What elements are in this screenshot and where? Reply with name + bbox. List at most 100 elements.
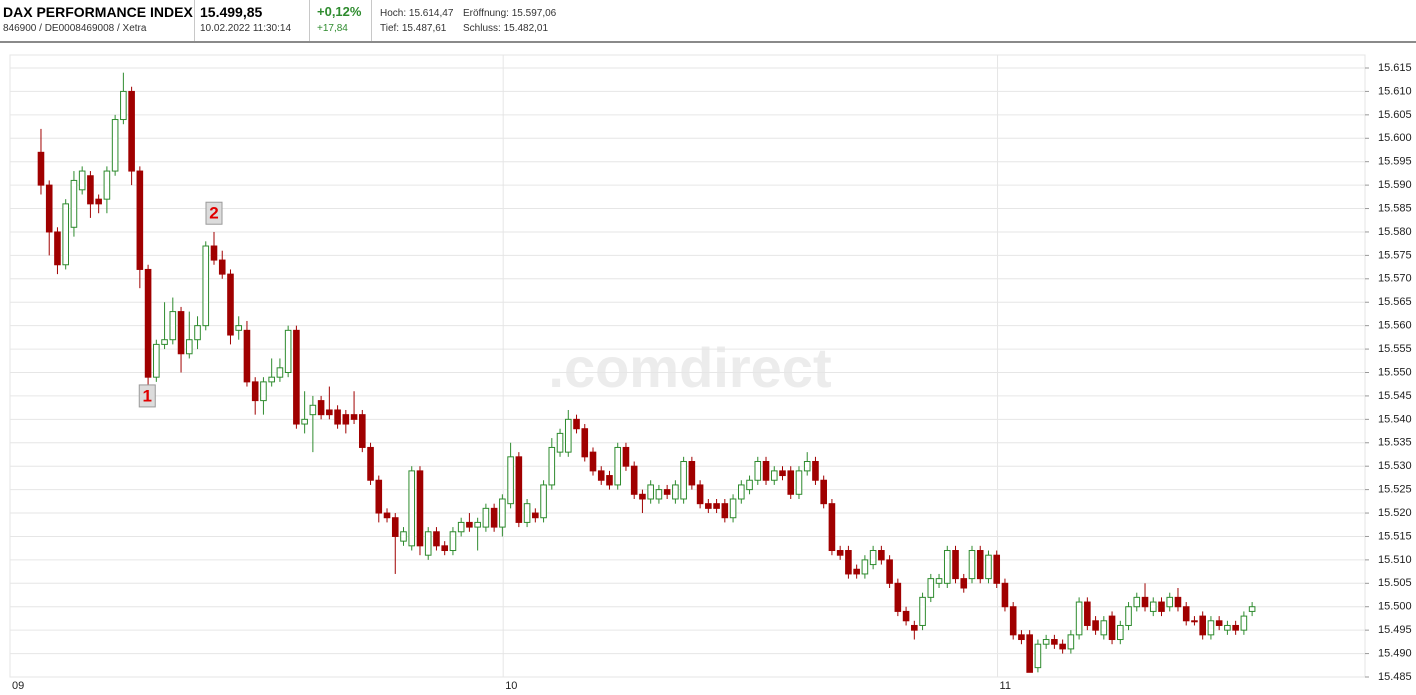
y-tick-label: 15.615 bbox=[1378, 62, 1412, 74]
candle-body bbox=[556, 432, 564, 453]
candle-body bbox=[729, 498, 737, 519]
y-tick-label: 15.565 bbox=[1378, 296, 1412, 308]
candle-body bbox=[787, 470, 795, 495]
candle-body bbox=[103, 170, 111, 200]
y-tick-label: 15.505 bbox=[1378, 577, 1412, 589]
candle-body bbox=[383, 512, 391, 519]
candle-body bbox=[672, 484, 679, 500]
candle-body bbox=[960, 578, 968, 589]
candle-body bbox=[227, 273, 234, 336]
candle-body bbox=[1191, 620, 1198, 623]
annotation-box bbox=[205, 201, 223, 225]
candle-body bbox=[70, 179, 78, 228]
candle-body bbox=[400, 531, 407, 542]
candle-body bbox=[622, 446, 630, 467]
annotation-label: 1 bbox=[143, 386, 152, 405]
candle-body bbox=[441, 545, 448, 552]
candle-body bbox=[573, 418, 580, 430]
candle-body bbox=[1232, 624, 1239, 631]
candle-body bbox=[1075, 601, 1083, 636]
candle-body bbox=[1158, 601, 1165, 612]
y-tick-label: 15.490 bbox=[1378, 647, 1412, 659]
candle-body bbox=[911, 624, 918, 631]
y-tick-label: 15.600 bbox=[1378, 132, 1412, 144]
candle-body bbox=[1009, 606, 1017, 636]
candle-body bbox=[1108, 615, 1116, 641]
candle-body bbox=[1182, 606, 1190, 622]
candle-body bbox=[482, 507, 490, 528]
candle-body bbox=[564, 418, 572, 453]
annotation-box bbox=[138, 384, 156, 408]
candle-body bbox=[37, 151, 45, 186]
candle-body bbox=[136, 170, 144, 270]
candle-body bbox=[45, 184, 53, 233]
quote-header: DAX PERFORMANCE INDEX 846900 / DE0008469… bbox=[0, 0, 1416, 43]
candle-body bbox=[738, 484, 745, 500]
candle-body bbox=[301, 418, 308, 425]
y-tick-label: 15.515 bbox=[1378, 530, 1412, 542]
candle-body bbox=[919, 596, 926, 626]
candle-body bbox=[144, 268, 152, 378]
candle-body bbox=[120, 90, 127, 121]
annotation-label: 2 bbox=[209, 204, 218, 223]
candle-body bbox=[95, 198, 102, 205]
y-tick-label: 15.610 bbox=[1378, 85, 1412, 97]
candle-body bbox=[1059, 643, 1066, 650]
candle-body bbox=[606, 475, 613, 486]
candle-body bbox=[779, 470, 786, 477]
candle-body bbox=[1248, 606, 1256, 612]
candle-body bbox=[210, 245, 218, 261]
index-name: DAX PERFORMANCE INDEX bbox=[3, 4, 193, 20]
candle-body bbox=[721, 503, 729, 519]
candle-body bbox=[614, 446, 622, 486]
close: Schluss: 15.482,01 bbox=[463, 23, 549, 34]
candle-body bbox=[185, 339, 193, 355]
candle-body bbox=[1133, 596, 1141, 608]
y-tick-label: 15.510 bbox=[1378, 554, 1412, 566]
candle-body bbox=[770, 470, 778, 481]
open: Eröffnung: 15.597,06 bbox=[463, 8, 557, 19]
candle-body bbox=[111, 119, 119, 172]
candle-body bbox=[161, 339, 168, 345]
candle-body bbox=[1084, 601, 1091, 626]
candle-body bbox=[952, 550, 959, 580]
high: Hoch: 15.614,47 bbox=[380, 8, 454, 19]
candle-body bbox=[1240, 615, 1248, 631]
candle-body bbox=[334, 409, 341, 425]
candle-body bbox=[1116, 624, 1124, 641]
candle-body bbox=[548, 446, 556, 486]
candle-body bbox=[202, 245, 210, 327]
candle-body bbox=[1215, 620, 1223, 626]
y-tick-label: 15.540 bbox=[1378, 413, 1412, 425]
candle-body bbox=[251, 381, 259, 402]
candle-body bbox=[902, 610, 910, 622]
candle-body bbox=[1100, 620, 1108, 636]
candle-body bbox=[293, 329, 300, 425]
candle-body bbox=[663, 489, 671, 495]
candle-body bbox=[589, 451, 597, 472]
candle-body bbox=[1141, 596, 1149, 608]
y-tick-label: 15.590 bbox=[1378, 179, 1412, 191]
y-tick-label: 15.495 bbox=[1378, 624, 1412, 636]
candle-body bbox=[466, 521, 473, 528]
candle-body bbox=[359, 414, 366, 448]
candle-body bbox=[490, 507, 498, 528]
candle-body bbox=[1051, 639, 1058, 645]
candle-body bbox=[235, 325, 243, 331]
candle-body bbox=[894, 582, 902, 612]
candle-body bbox=[1149, 601, 1157, 612]
candle-body bbox=[746, 479, 753, 491]
y-tick-label: 15.570 bbox=[1378, 273, 1412, 285]
candle-body bbox=[581, 428, 589, 458]
candle-body bbox=[688, 461, 696, 486]
candle-body bbox=[1207, 620, 1215, 636]
candle-body bbox=[968, 550, 976, 580]
candle-body bbox=[1166, 596, 1174, 608]
candle-body bbox=[597, 470, 605, 481]
candle-body bbox=[128, 90, 135, 172]
y-tick-label: 15.550 bbox=[1378, 366, 1412, 378]
candle-body bbox=[853, 568, 860, 575]
candle-body bbox=[408, 470, 416, 547]
candle-body bbox=[54, 231, 61, 266]
candle-body bbox=[1174, 596, 1182, 608]
